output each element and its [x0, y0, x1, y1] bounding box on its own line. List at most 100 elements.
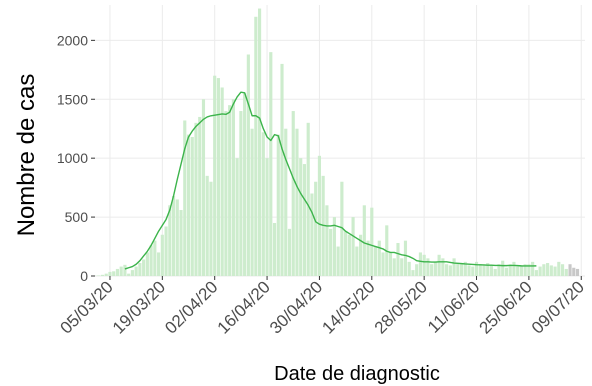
bar [359, 234, 363, 276]
bar [362, 205, 366, 276]
bar [560, 264, 565, 276]
bar [400, 258, 404, 276]
bar [557, 261, 561, 276]
bar [291, 111, 295, 276]
bar [366, 240, 370, 276]
bar [127, 273, 131, 276]
bar [220, 87, 224, 276]
bar [250, 128, 254, 276]
bar [351, 217, 355, 276]
bar [325, 205, 329, 276]
bar [243, 93, 247, 276]
x-tick-label: 02/04/20 [161, 277, 221, 337]
bar [355, 246, 359, 276]
y-axis: 0 500 1000 1500 2000 [57, 32, 95, 284]
bar [134, 266, 138, 276]
bar [445, 264, 449, 276]
grid-lines [95, 5, 585, 277]
bar [198, 116, 202, 276]
line-series [124, 91, 537, 270]
bar [216, 78, 221, 276]
bar [287, 228, 292, 276]
x-tick-label: 25/06/20 [475, 277, 535, 337]
bar [388, 252, 393, 276]
bar [190, 136, 194, 276]
bar [381, 252, 385, 276]
bar [239, 111, 243, 276]
bar [459, 264, 464, 276]
bar [317, 155, 321, 276]
bar [138, 263, 142, 276]
bar [153, 240, 157, 276]
bar [228, 105, 232, 276]
bar [572, 267, 576, 276]
bar [130, 270, 134, 276]
bar [407, 261, 411, 276]
bar [340, 181, 344, 276]
y-tick-label: 0 [80, 268, 88, 284]
bar [497, 264, 501, 276]
bar [164, 226, 168, 276]
bar [145, 252, 149, 276]
bar [183, 120, 187, 276]
bar [504, 267, 509, 276]
bar [403, 240, 408, 276]
bar [261, 132, 265, 276]
bar [433, 261, 437, 276]
bar [448, 265, 452, 276]
bar [179, 210, 183, 276]
x-tick-label: 11/06/20 [424, 277, 483, 336]
bar [575, 268, 580, 276]
bar [246, 54, 250, 277]
x-tick-label: 09/07/20 [528, 277, 588, 337]
bar [254, 16, 258, 277]
series-line [124, 91, 537, 270]
bar [493, 268, 497, 276]
bar [205, 175, 209, 276]
bar [392, 258, 396, 276]
bar [426, 258, 430, 276]
bar [519, 265, 523, 276]
y-tick-label: 500 [65, 209, 89, 225]
bar [231, 99, 235, 277]
x-tick-label: 05/03/20 [57, 277, 117, 337]
bar [538, 266, 542, 276]
bar [568, 264, 572, 276]
bar [201, 99, 206, 277]
bar [336, 246, 340, 276]
bar [265, 158, 269, 276]
bar [149, 245, 153, 276]
bar [489, 264, 494, 276]
bar [411, 270, 415, 276]
bar [456, 263, 460, 276]
bar [314, 181, 318, 276]
bar [564, 268, 568, 276]
bar [467, 265, 471, 276]
bar [186, 134, 191, 276]
bar [306, 122, 310, 277]
bar [276, 134, 280, 276]
bar [295, 128, 299, 276]
bar [171, 195, 176, 276]
bar [418, 252, 422, 276]
bar [370, 207, 374, 276]
bar [224, 111, 228, 276]
bar [235, 158, 239, 276]
bar [100, 274, 105, 276]
y-tick-label: 1500 [57, 91, 88, 107]
bar [471, 266, 475, 276]
bar [332, 217, 336, 276]
x-axis: 05/03/2019/03/2002/04/2016/04/2030/04/20… [57, 276, 588, 338]
bar [512, 261, 516, 276]
bar [97, 275, 101, 276]
bar [534, 270, 538, 276]
bar [108, 271, 112, 276]
bar [104, 273, 108, 276]
bar [258, 8, 262, 276]
bar [168, 205, 172, 276]
bar [119, 266, 123, 276]
x-tick-label: 19/03/20 [109, 277, 169, 337]
bar [284, 128, 288, 276]
x-axis-title: Date de diagnostic [274, 363, 440, 385]
